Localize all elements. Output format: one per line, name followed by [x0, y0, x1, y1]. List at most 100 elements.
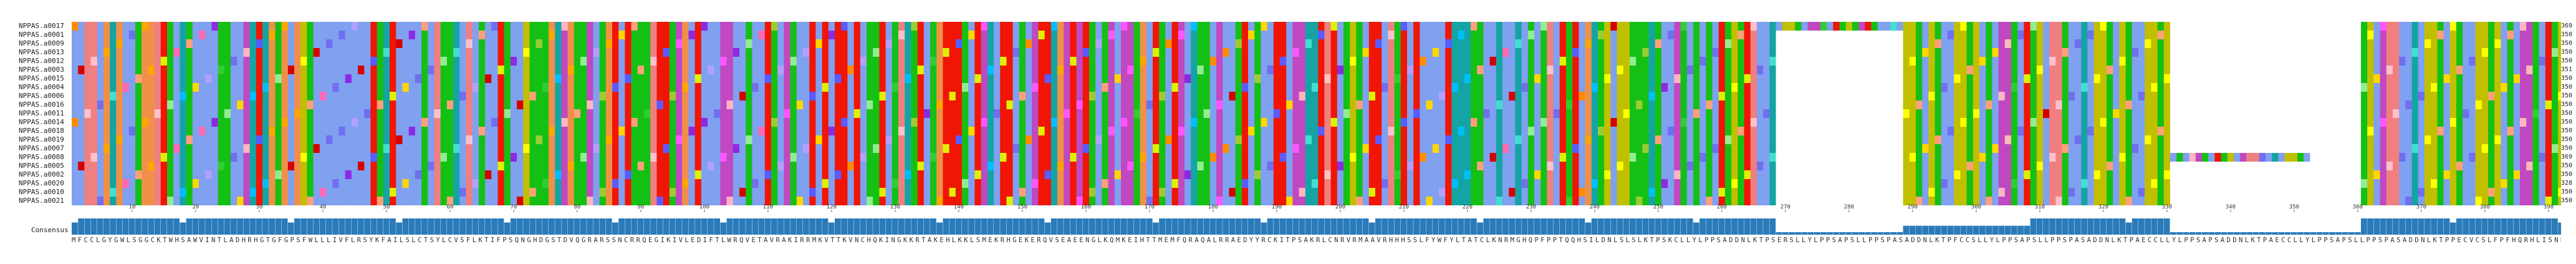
residue-cell [1630, 22, 1636, 31]
residue-cell [1814, 83, 1821, 92]
residue-cell [1388, 74, 1395, 83]
residue-cell [587, 39, 594, 48]
residue-cell [2272, 22, 2279, 31]
residue-cell [1489, 31, 1497, 39]
residue-cell [478, 57, 486, 66]
residue-cell [148, 74, 155, 83]
residue-cell [2240, 48, 2247, 57]
residue-cell [2361, 92, 2368, 100]
residue-cell [962, 127, 969, 135]
residue-cell [1807, 48, 1815, 57]
residue-cell [936, 57, 943, 66]
residue-cell [2024, 48, 2031, 57]
residue-cell [1114, 39, 1122, 48]
residue-cell [1483, 118, 1490, 127]
residue-cell [1489, 100, 1497, 109]
residue-cell [1509, 22, 1516, 31]
residue-cell [2278, 83, 2285, 92]
residue-cell [650, 109, 657, 118]
residue-cell [1330, 48, 1338, 57]
residue-cell [275, 109, 282, 118]
residue-cell [2494, 66, 2501, 74]
residue-cell [408, 48, 416, 57]
residue-cell [815, 127, 822, 135]
residue-cell [567, 39, 575, 48]
residue-cell [599, 100, 607, 109]
residue-cell [688, 57, 695, 66]
sequence-name: NPPAS.a0004 [19, 83, 64, 91]
residue-cell [1464, 22, 1471, 31]
residue-cell [211, 48, 218, 57]
residue-cell [1471, 127, 1478, 135]
residue-cell [726, 66, 734, 74]
residue-cell [1547, 118, 1554, 127]
residue-cell [1483, 48, 1490, 57]
residue-cell [294, 109, 301, 118]
residue-cell [784, 22, 791, 31]
residue-cell [841, 66, 848, 74]
residue-cell [1388, 118, 1395, 127]
residue-cell [1076, 109, 1084, 118]
residue-cell [1216, 22, 1223, 31]
residue-cell [1057, 92, 1064, 100]
residue-cell [287, 74, 295, 83]
residue-cell [663, 39, 670, 48]
residue-cell [517, 92, 524, 100]
residue-cell [1133, 31, 1140, 39]
residue-cell [1636, 118, 1643, 127]
residue-cell [2297, 83, 2304, 92]
residue-cell [987, 48, 994, 57]
residue-cell [2552, 57, 2559, 66]
residue-cell [1471, 83, 1478, 92]
residue-cell [2513, 92, 2521, 100]
residue-cell [358, 39, 365, 48]
residue-cell [2157, 100, 2165, 109]
residue-cell [1458, 22, 1465, 31]
residue-cell [567, 118, 575, 127]
residue-cell [256, 92, 263, 100]
residue-cell [2431, 109, 2438, 118]
residue-cell [1591, 66, 1598, 74]
residue-cell [167, 66, 174, 74]
residue-cell [2507, 100, 2514, 109]
residue-cell [714, 39, 721, 48]
residue-cell [1757, 83, 1764, 92]
residue-cell [2386, 92, 2393, 100]
residue-cell [1197, 39, 1204, 48]
residue-cell [1337, 57, 1344, 66]
residue-cell [2386, 100, 2393, 109]
residue-cell [720, 118, 727, 127]
residue-cell [1763, 109, 1770, 118]
residue-cell [841, 83, 848, 92]
residue-cell [2475, 39, 2482, 48]
residue-cell [1591, 48, 1598, 57]
residue-cell [2049, 109, 2056, 118]
residue-cell [1776, 83, 1783, 92]
residue-cell [1203, 66, 1211, 74]
residue-cell [2036, 48, 2044, 57]
residue-cell [923, 109, 931, 118]
residue-cell [390, 100, 396, 109]
residue-cell [269, 118, 276, 127]
residue-cell [1750, 83, 1757, 92]
residue-cell [1248, 39, 1255, 48]
residue-cell [1362, 83, 1370, 92]
residue-cell [1789, 31, 1795, 39]
residue-cell [2221, 118, 2228, 127]
residue-cell [1064, 22, 1070, 31]
residue-cell [1712, 100, 1719, 109]
residue-cell [663, 92, 670, 100]
residue-cell [2055, 57, 2062, 66]
residue-cell [911, 109, 918, 118]
residue-cell [1178, 83, 1185, 92]
residue-cell [1795, 39, 1802, 48]
sequence-length: 351 [2561, 66, 2573, 73]
residue-cell [720, 83, 727, 92]
residue-cell [625, 100, 632, 109]
residue-cell [822, 83, 829, 92]
residue-cell [517, 48, 524, 57]
residue-cell [205, 48, 212, 57]
sequence-name: NPPAS.a0010 [19, 188, 64, 196]
residue-cell [1006, 109, 1013, 118]
residue-cell [809, 48, 816, 57]
